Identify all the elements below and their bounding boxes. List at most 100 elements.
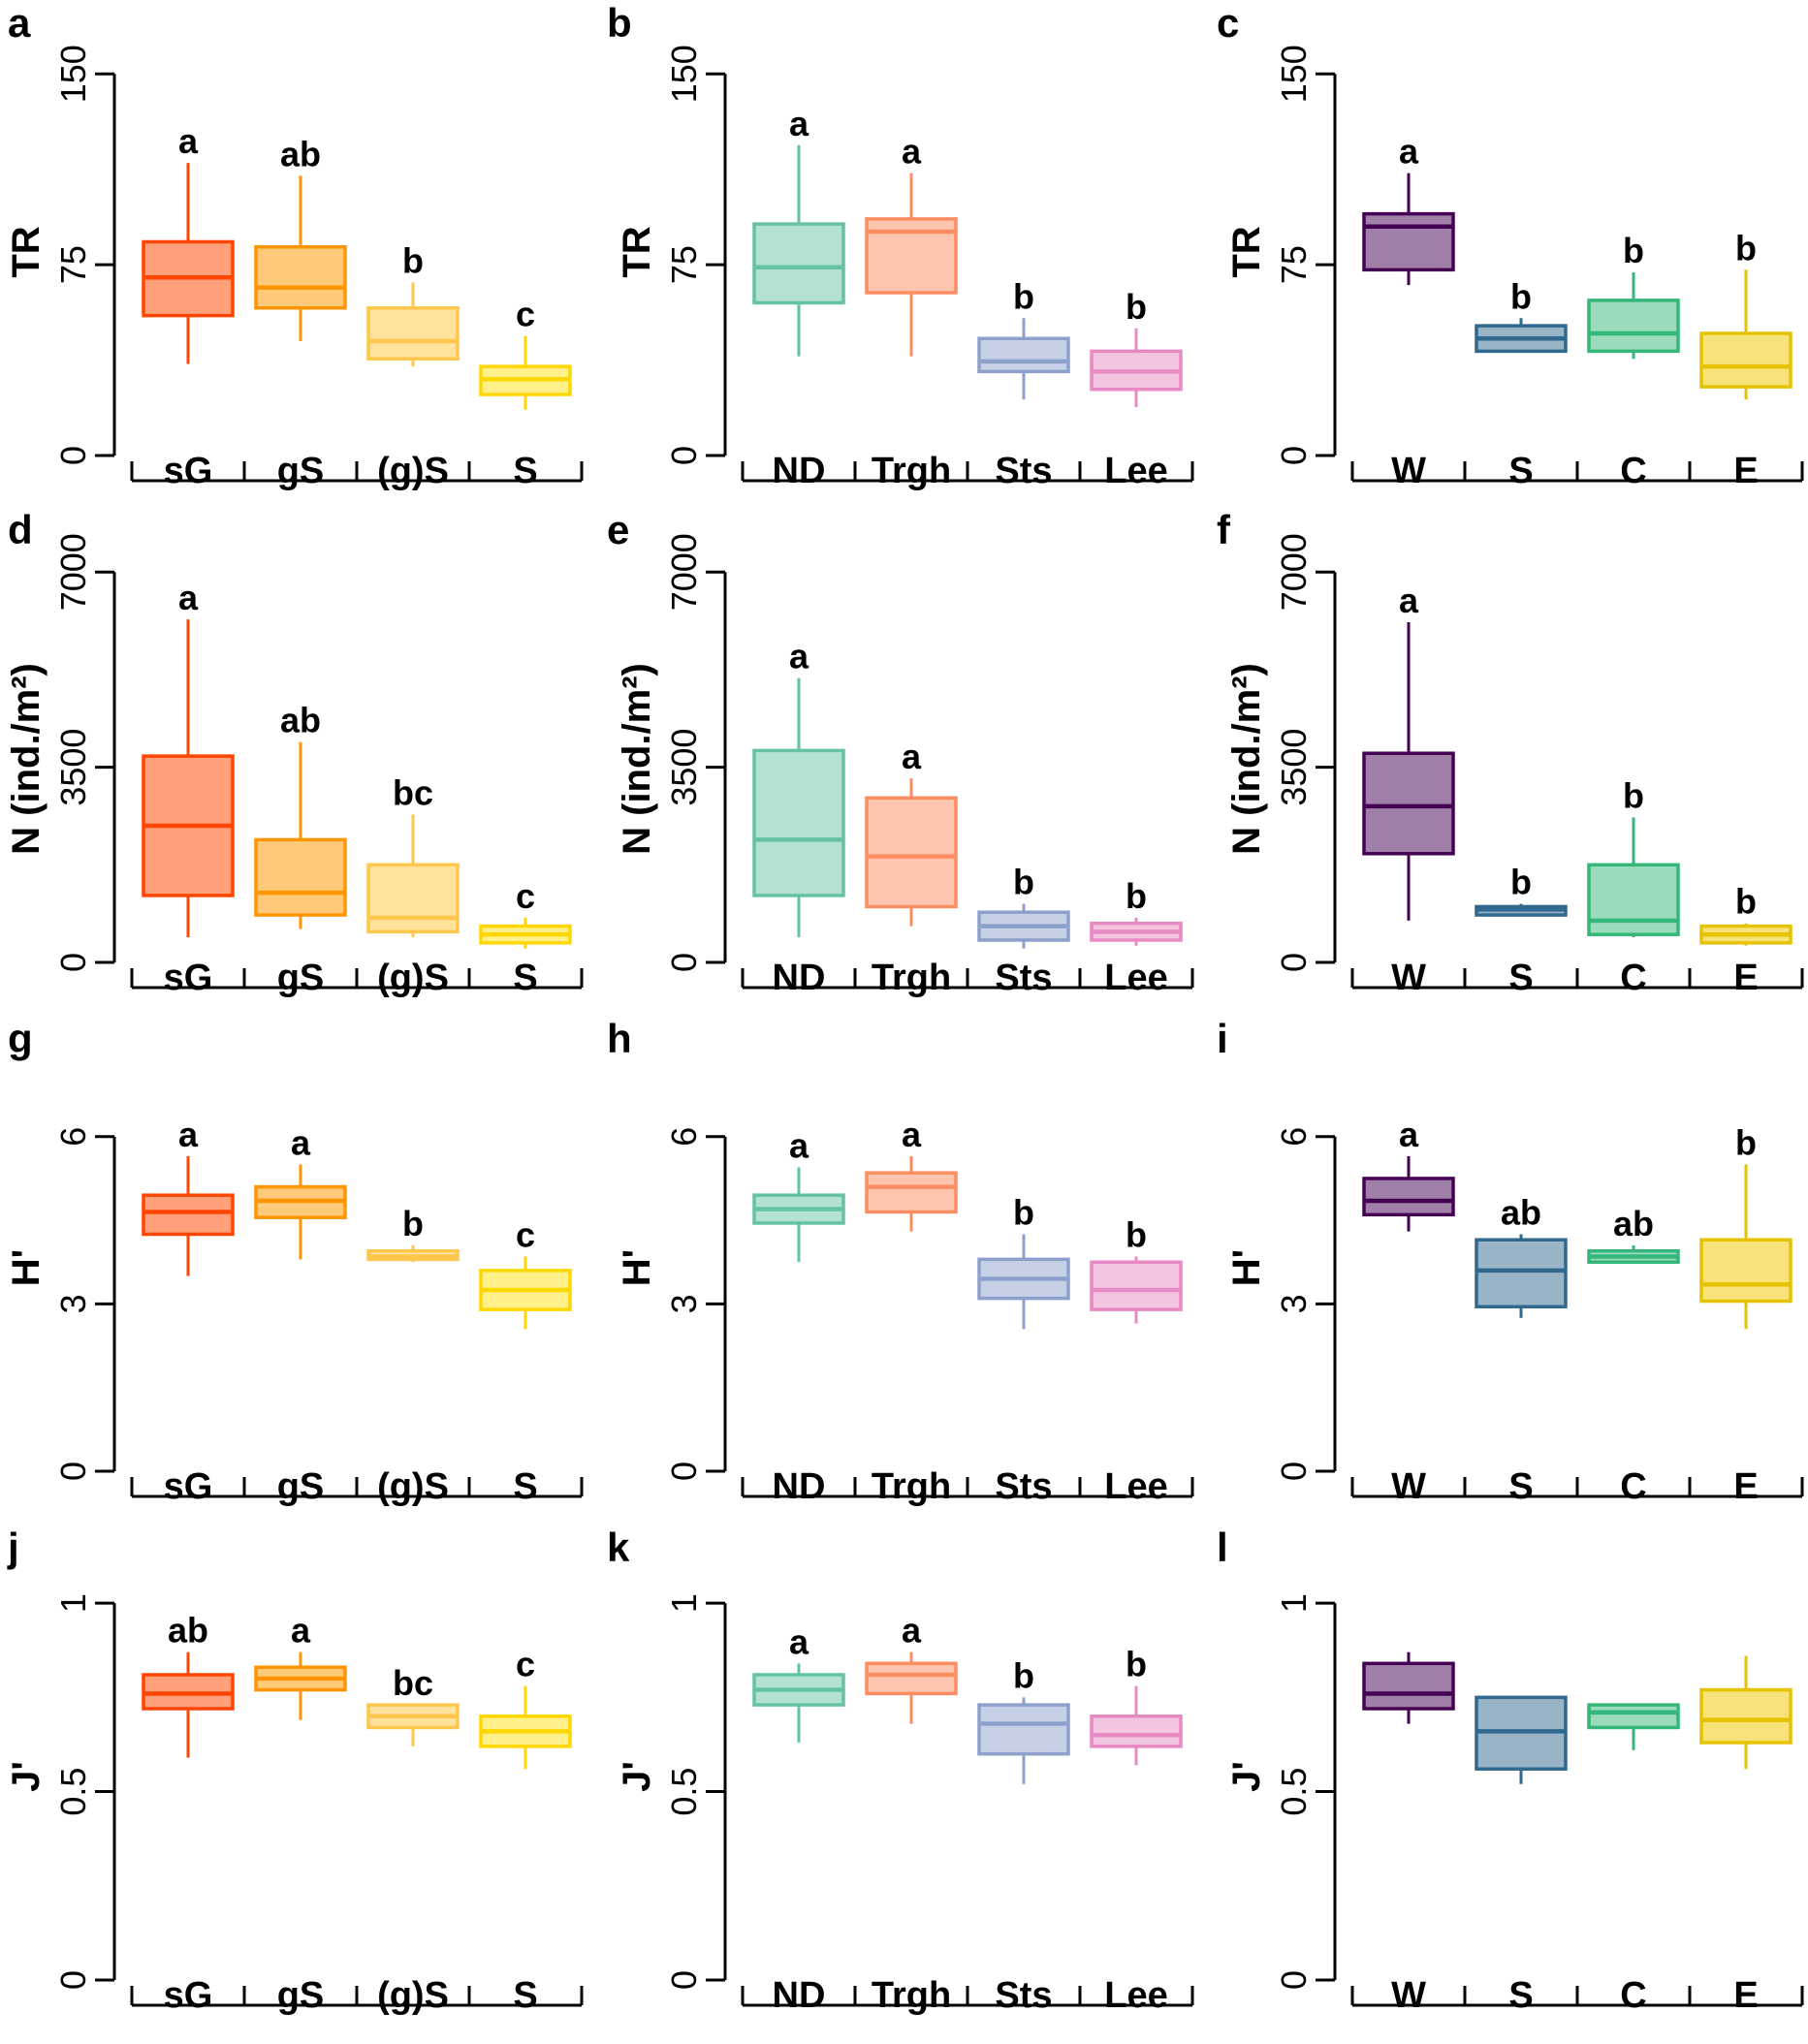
x-category-label: W [1391, 1466, 1426, 1507]
significance-letter: ab [280, 134, 321, 173]
x-category-label: Trgh [872, 958, 951, 998]
panel-i: i 0 3 6 H' Wa Sab Cab Eb [1217, 1016, 1804, 1507]
panel-letter: l [1217, 1525, 1228, 1570]
y-tick-label: 3500 [664, 729, 704, 806]
y-axis-title: J' [1225, 1761, 1268, 1792]
x-category-label: ND [773, 1466, 826, 1507]
y-tick-label: 0.5 [1274, 1768, 1314, 1816]
y-tick-label: 1 [53, 1593, 93, 1613]
panel-letter: k [607, 1525, 630, 1570]
significance-letter: b [402, 241, 424, 281]
y-tick-label: 3 [664, 1294, 704, 1313]
x-category-label: Trgh [872, 451, 951, 491]
y-tick-label: 6 [53, 1127, 93, 1147]
y-tick-label: 0 [664, 953, 704, 972]
panel-d: d 0 3500 7000 N (ind./m²) sG a gS ab (g)S bc Sc [5, 507, 584, 998]
significance-letter: b [1735, 882, 1757, 922]
x-category-label: S [1508, 1975, 1533, 2016]
x-category-label: S [1508, 1466, 1533, 1507]
significance-letter: a [178, 1115, 199, 1154]
box-iqr [977, 1703, 1070, 1756]
y-tick-label: 0 [53, 1462, 93, 1481]
x-category-label: Lee [1104, 1466, 1167, 1507]
box-iqr [142, 1193, 235, 1237]
significance-letter: b [1623, 231, 1644, 270]
significance-letter: b [1013, 1655, 1034, 1695]
significance-letter: b [1126, 287, 1147, 327]
panel-letter: i [1217, 1016, 1228, 1061]
y-tick-label: 0 [1274, 953, 1314, 972]
significance-letter: b [1126, 876, 1147, 916]
panel-letter: j [7, 1525, 19, 1570]
y-tick-label: 0 [664, 446, 704, 465]
box-iqr [1090, 1714, 1183, 1748]
box-iqr [752, 222, 845, 305]
x-category-label: E [1733, 451, 1758, 491]
panel-j: j 0 0.5 1 J' sG ab gS a (g)S bc Sc [5, 1525, 584, 2016]
panel-letter: e [607, 507, 629, 552]
y-tick-label: 0 [664, 1970, 704, 1990]
x-category-label: Sts [995, 958, 1052, 998]
y-tick-label: 75 [53, 245, 93, 284]
significance-letter: b [1510, 276, 1532, 316]
significance-letter: a [1399, 1115, 1419, 1154]
x-category-label: Lee [1104, 1975, 1167, 2016]
x-category-label: sG [164, 1466, 213, 1507]
x-category-label: Sts [995, 451, 1052, 491]
x-category-label: ND [773, 958, 826, 998]
panel-letter: f [1217, 507, 1231, 552]
y-tick-label: 75 [664, 245, 704, 284]
panel-l: l 0 0.5 1 J' W S C E [1217, 1525, 1804, 2016]
x-category-label: W [1391, 451, 1426, 491]
y-tick-label: 150 [53, 45, 93, 103]
significance-letter: b [1735, 1123, 1757, 1163]
x-category-label: W [1391, 958, 1426, 998]
x-category-label: Lee [1104, 451, 1167, 491]
y-tick-label: 0 [1274, 446, 1314, 465]
panel-letter: g [8, 1016, 33, 1061]
y-tick-label: 7000 [53, 533, 93, 611]
panel-e: e 0 3500 7000 N (ind./m²) ND a Trgh a Sts b Lee b [607, 507, 1194, 998]
x-category-label: gS [277, 1975, 325, 2016]
significance-letter: b [1013, 863, 1034, 902]
significance-letter: a [178, 578, 199, 617]
significance-letter: a [178, 121, 199, 161]
x-category-label: W [1391, 1975, 1426, 2016]
x-category-label: Sts [995, 1466, 1052, 1507]
significance-letter: a [789, 1621, 809, 1661]
significance-letter: b [1623, 775, 1644, 815]
significance-letter: bc [393, 773, 433, 813]
panel-letter: a [8, 0, 31, 46]
significance-letter: ab [1501, 1192, 1541, 1232]
y-tick-label: 0.5 [664, 1768, 704, 1816]
x-category-label: (g)S [377, 1975, 449, 2016]
x-category-label: C [1620, 1975, 1646, 2016]
y-tick-label: 0 [53, 1970, 93, 1990]
y-tick-label: 150 [664, 45, 704, 103]
y-tick-label: 3500 [53, 729, 93, 806]
y-tick-label: 3 [53, 1294, 93, 1313]
y-tick-label: 150 [1274, 45, 1314, 103]
box-iqr [865, 1661, 958, 1696]
y-tick-label: 0.5 [53, 1768, 93, 1816]
x-category-label: S [1508, 451, 1533, 491]
y-tick-label: 7000 [1274, 533, 1314, 611]
x-category-label: gS [277, 1466, 325, 1507]
y-tick-label: 0 [664, 1462, 704, 1481]
box-iqr [1475, 1238, 1568, 1309]
significance-letter: c [516, 876, 535, 916]
significance-letter: b [1735, 228, 1757, 267]
x-category-label: ND [773, 1975, 826, 2016]
y-axis-title: J' [5, 1761, 48, 1792]
box-iqr [366, 863, 460, 934]
panel-letter: d [8, 507, 33, 552]
significance-letter: b [402, 1204, 424, 1243]
box-iqr [1587, 1703, 1680, 1730]
panel-h: h 0 3 6 H' ND a Trgh a Sts b Lee b [607, 1016, 1194, 1507]
panel-c: c 0 75 150 TR Wa Sb Cb Eb [1217, 0, 1804, 491]
significance-letter: a [902, 1115, 922, 1154]
x-category-label: Trgh [872, 1975, 951, 2016]
panel-letter: c [1217, 0, 1239, 46]
x-category-label: gS [277, 451, 325, 491]
